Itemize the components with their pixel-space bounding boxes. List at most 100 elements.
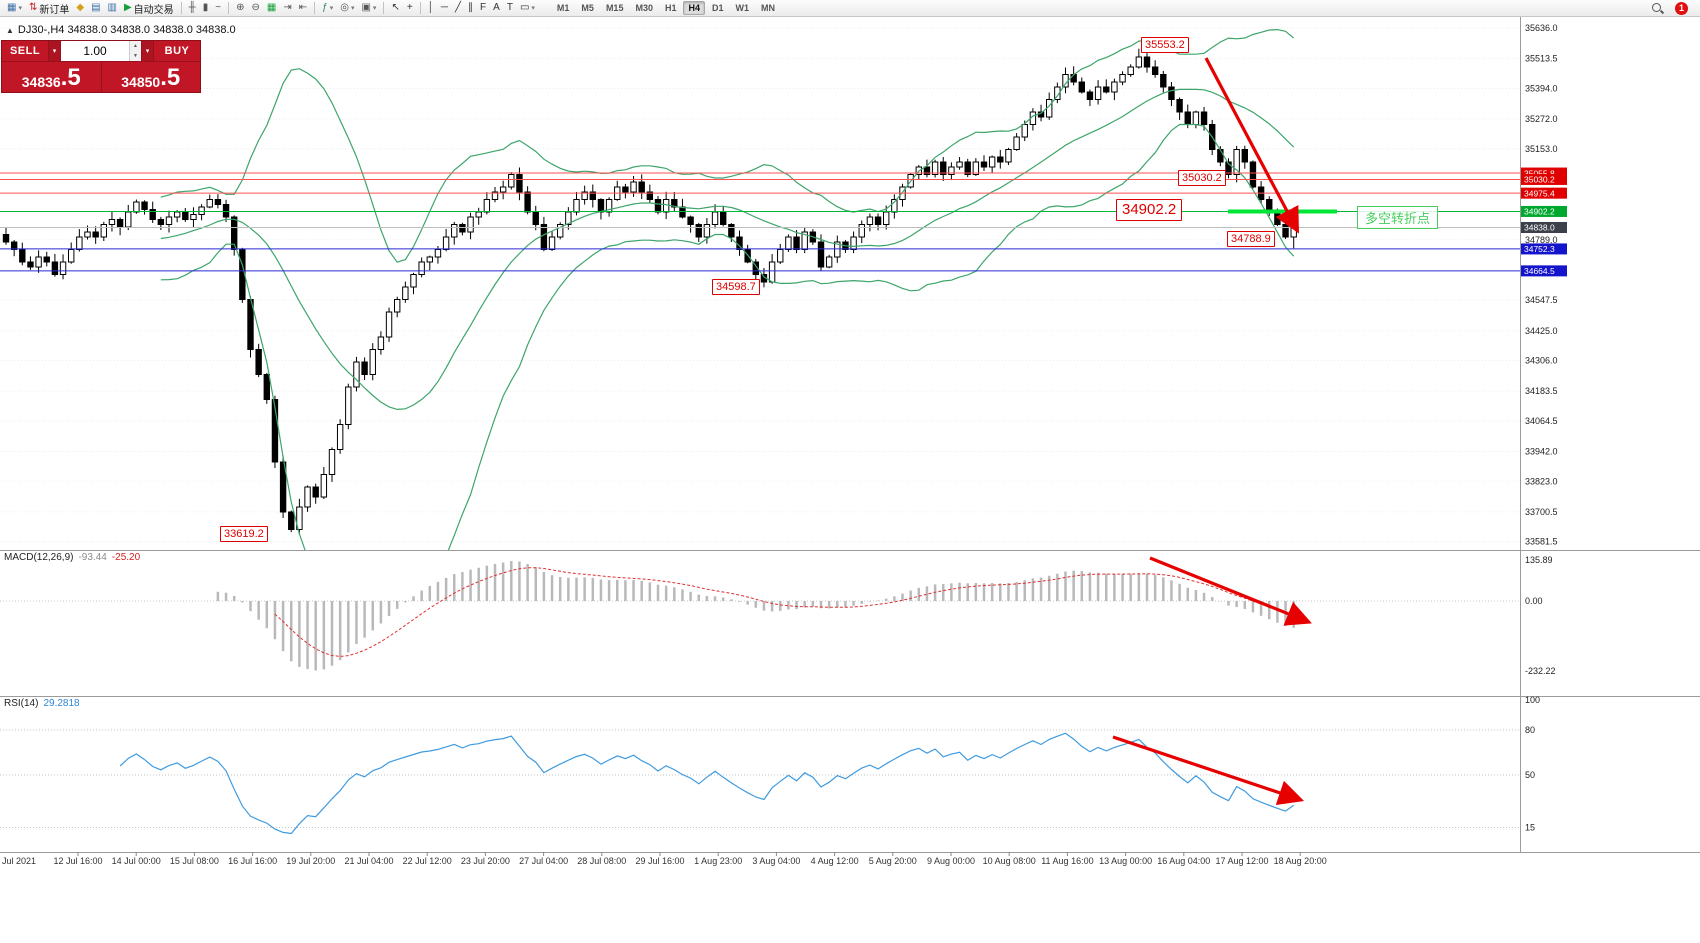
buy-price-big: .5: [160, 64, 181, 92]
svg-text:35055.8: 35055.8: [1524, 168, 1555, 178]
search-icon: [1651, 2, 1664, 15]
line-chart-type-icon: ~: [215, 2, 222, 13]
timeframe-button-m1[interactable]: M1: [556, 3, 570, 13]
trendline-button[interactable]: ╱: [452, 1, 464, 16]
ohlc-marker-icon: ▲: [6, 25, 14, 35]
ohlc-info-line: ▲ DJ30-,H4 34838.0 34838.0 34838.0 34838…: [6, 24, 236, 36]
svg-text:34752.3: 34752.3: [1524, 244, 1555, 254]
text-button[interactable]: A: [490, 1, 503, 16]
svg-text:33581.5: 33581.5: [1525, 537, 1558, 547]
volume-up-button[interactable]: ▲: [133, 43, 138, 49]
label-button[interactable]: T: [504, 1, 516, 16]
macd-title: MACD(12,26,9) -93.44 -25.20: [4, 552, 140, 563]
price-annotation[interactable]: 34788.9: [1227, 231, 1275, 248]
price-annotation[interactable]: 35030.2: [1178, 170, 1226, 187]
sell-options-caret-icon[interactable]: ▾: [48, 41, 61, 61]
notifications-badge[interactable]: 1: [1675, 1, 1688, 15]
buy-button[interactable]: BUY: [164, 45, 190, 57]
timeframe-button-w1[interactable]: W1: [735, 3, 750, 13]
market-watch-button[interactable]: ▤: [88, 1, 103, 16]
toolbar-separator: [383, 2, 385, 14]
svg-text:135.89: 135.89: [1525, 555, 1553, 565]
candle-chart-type-button[interactable]: ▮: [200, 1, 212, 16]
timeframe-button-h1[interactable]: H1: [664, 3, 677, 13]
fibonacci-button[interactable]: F: [477, 1, 489, 16]
new-order-button[interactable]: ⇅ 新订单: [26, 1, 72, 16]
trend-arrows[interactable]: [1112, 57, 1312, 806]
svg-text:9 Aug 00:00: 9 Aug 00:00: [927, 856, 975, 866]
svg-text:35153.0: 35153.0: [1525, 144, 1558, 154]
caret-down-icon: ▾: [372, 5, 377, 12]
svg-text:27 Jul 04:00: 27 Jul 04:00: [519, 856, 568, 866]
svg-text:34664.5: 34664.5: [1524, 266, 1555, 276]
new-chart-button[interactable]: ▦ ▾: [4, 1, 25, 16]
svg-text:18 Aug 20:00: 18 Aug 20:00: [1274, 856, 1327, 866]
trade-panel-prices: 34836 .5 34850 .5: [2, 62, 200, 92]
rsi-value: 29.2818: [43, 698, 80, 709]
cursor-button[interactable]: ↖: [388, 1, 402, 16]
crosshair-button[interactable]: +: [404, 1, 416, 16]
sell-price[interactable]: 34836 .5: [2, 62, 101, 92]
vertical-line-icon: │: [427, 2, 434, 13]
svg-text:28 Jul 08:00: 28 Jul 08:00: [577, 856, 626, 866]
channel-button[interactable]: ∥: [465, 1, 476, 16]
volume-input[interactable]: [61, 41, 129, 61]
timeframe-button-m15[interactable]: M15: [605, 3, 624, 13]
bollinger-upper: [160, 28, 1295, 263]
timeframe-button-d1[interactable]: D1: [712, 3, 724, 13]
timeframe-button-m5[interactable]: M5: [581, 3, 594, 13]
navigator-button[interactable]: ▥: [105, 1, 120, 16]
buy-options-caret-icon[interactable]: ▾: [141, 41, 154, 61]
svg-text:21 Jul 04:00: 21 Jul 04:00: [344, 856, 393, 866]
bar-chart-type-button[interactable]: ╫: [186, 1, 199, 16]
horizontal-levels[interactable]: [0, 172, 1520, 272]
cursor-icon: ↖: [391, 2, 400, 13]
svg-text:29 Jul 16:00: 29 Jul 16:00: [635, 856, 684, 866]
price-annotation[interactable]: 33619.2: [220, 526, 268, 543]
sell-button[interactable]: SELL: [9, 45, 41, 57]
tile-windows-button[interactable]: ▦: [264, 1, 279, 16]
zoom-out-button[interactable]: ⊖: [249, 1, 263, 16]
line-chart-type-button[interactable]: ~: [212, 1, 224, 16]
search-button[interactable]: [1648, 1, 1667, 16]
price-annotation[interactable]: 35553.2: [1141, 37, 1189, 54]
timeframe-button-m30[interactable]: M30: [635, 3, 653, 13]
timeframe-button-mn[interactable]: MN: [761, 3, 776, 13]
chart-shift-button[interactable]: ⇤: [296, 1, 310, 16]
shapes-icon: ▭: [519, 2, 530, 13]
svg-text:1 Aug 23:00: 1 Aug 23:00: [694, 856, 742, 866]
new-order-button-label: 新订单: [39, 4, 70, 16]
macd-axis: 135.89 0.00 -232.22: [1525, 555, 1556, 676]
templates-menu-button[interactable]: ▣ ▾: [358, 1, 379, 16]
turning-point-note[interactable]: 多空转折点: [1357, 206, 1439, 229]
text-icon: A: [493, 2, 500, 13]
bollinger-middle: [160, 88, 1295, 411]
svg-text:35513.5: 35513.5: [1525, 54, 1558, 64]
caret-down-icon: ▾: [350, 5, 355, 12]
sell-price-main: 34836: [21, 73, 61, 90]
navigator-icon: ▥: [107, 2, 117, 13]
price-annotation[interactable]: 34598.7: [712, 279, 760, 296]
timeframe-button-h4[interactable]: H4: [683, 1, 705, 15]
horizontal-line-button[interactable]: ─: [438, 1, 451, 16]
volume-down-button[interactable]: ▼: [133, 53, 138, 59]
svg-text:-232.22: -232.22: [1525, 666, 1556, 676]
svg-text:19 Jul 20:00: 19 Jul 20:00: [286, 856, 335, 866]
bar-chart-type-icon: ╫: [188, 2, 196, 13]
objects-menu-button[interactable]: ◎ ▾: [337, 1, 357, 16]
svg-text:33823.0: 33823.0: [1525, 476, 1558, 486]
horizontal-line-icon: ─: [440, 2, 449, 13]
toolbar-right: 1: [1648, 1, 1696, 16]
price-annotation[interactable]: 34902.2: [1116, 199, 1183, 221]
shapes-button[interactable]: ▭ ▾: [517, 1, 538, 16]
auto-trading-button[interactable]: ▶ 自动交易: [121, 1, 177, 16]
auto-scroll-button[interactable]: ⇥: [280, 1, 294, 16]
vertical-line-button[interactable]: │: [425, 1, 437, 16]
svg-text:4 Aug 12:00: 4 Aug 12:00: [811, 856, 859, 866]
buy-price[interactable]: 34850 .5: [102, 62, 201, 92]
indicators-menu-button[interactable]: ƒ ▾: [319, 1, 336, 16]
auto-scroll-icon: ⇥: [283, 2, 292, 13]
zoom-in-button[interactable]: ⊕: [233, 1, 247, 16]
profiles-button[interactable]: ◆: [73, 1, 87, 16]
